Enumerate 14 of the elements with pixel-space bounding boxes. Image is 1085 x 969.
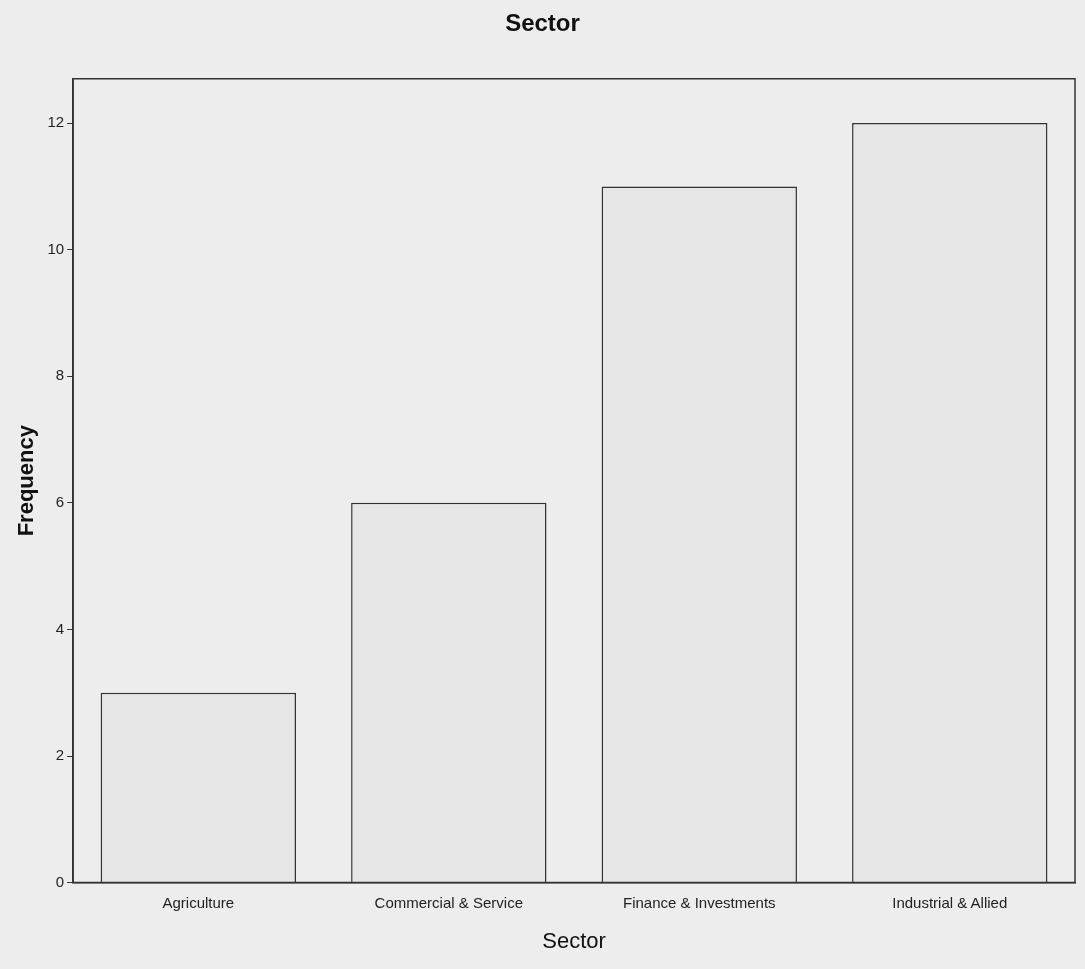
y-tick-label: 2 (55, 746, 65, 764)
x-tick-label: Commercial & Service (374, 893, 523, 911)
y-tick-label: 4 (55, 619, 65, 637)
chart-title: Sector (505, 9, 580, 37)
x-axis-title: Sector (542, 927, 606, 953)
y-tick-label: 10 (47, 239, 65, 257)
x-tick-label: Agriculture (162, 893, 235, 911)
y-axis-title: Frequency (13, 424, 39, 537)
y-tick-label: 12 (47, 113, 65, 131)
y-tick-label: 0 (55, 872, 65, 890)
y-tick-label: 8 (55, 366, 65, 384)
y-tick-label: 6 (55, 492, 65, 510)
x-tick-label: Finance & Investments (622, 893, 776, 911)
x-tick-label: Industrial & Allied (892, 893, 1008, 911)
